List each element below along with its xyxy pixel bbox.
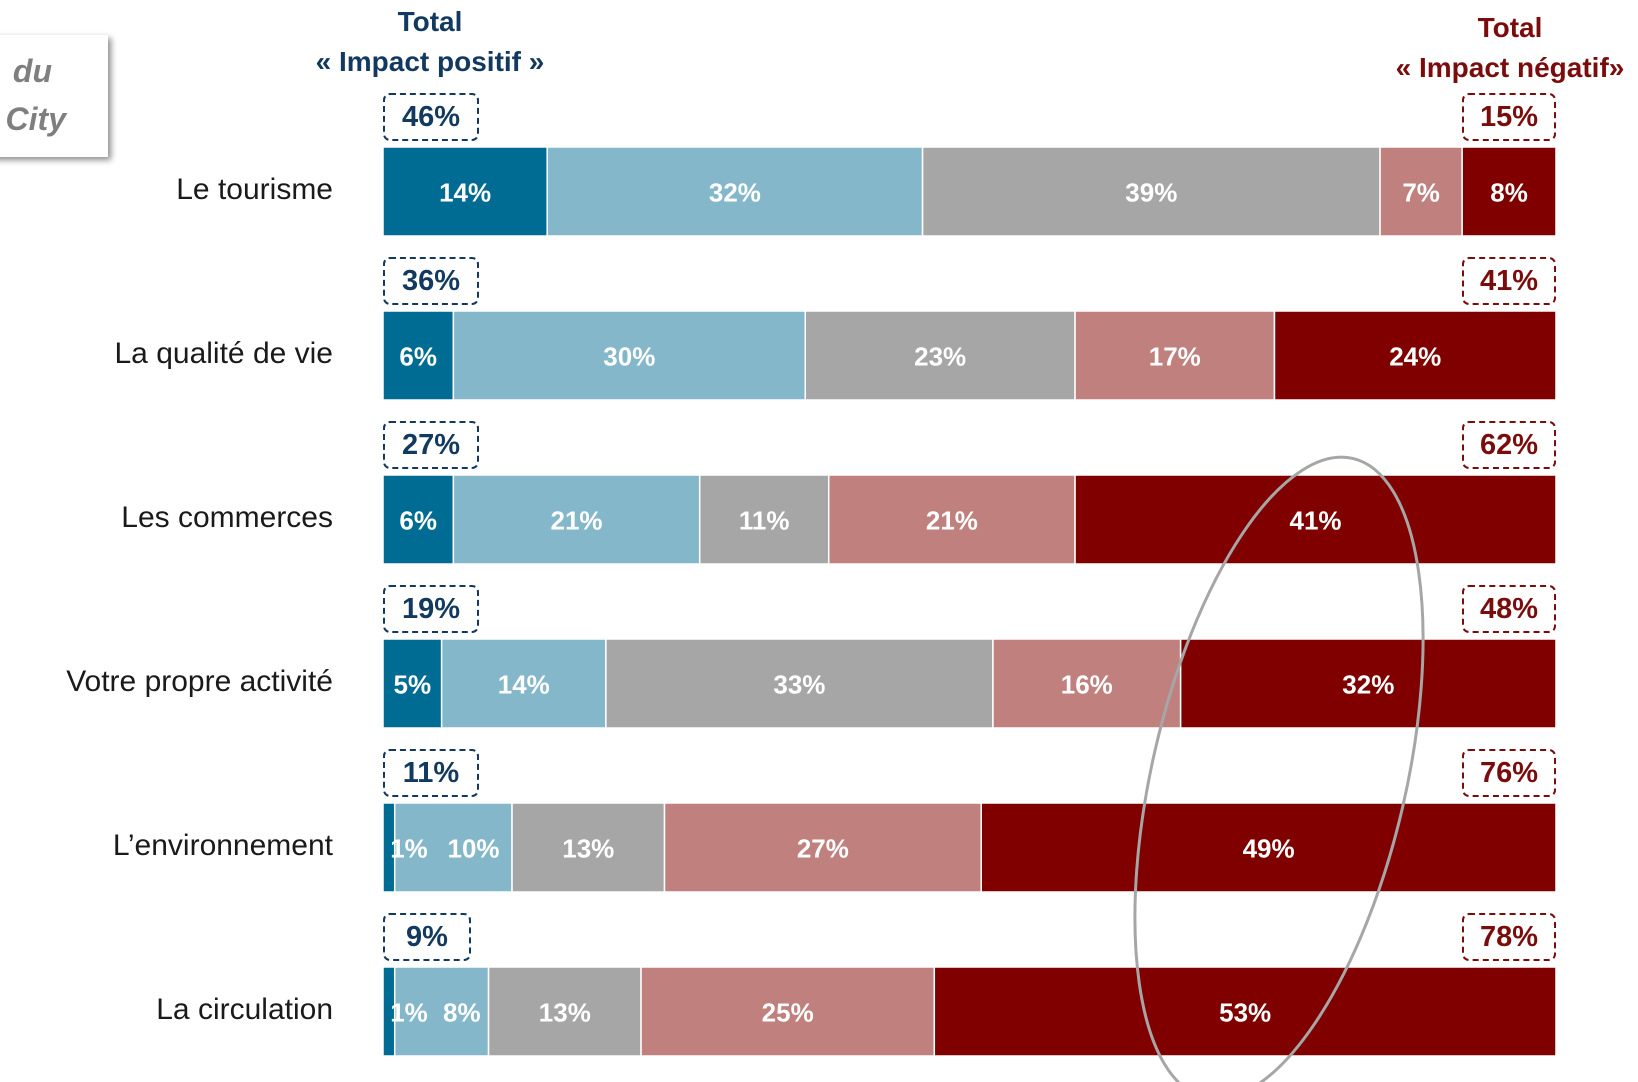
segment-value-label: 8%: [443, 998, 481, 1028]
category-label: La qualité de vie: [114, 337, 334, 370]
total-negative-box: 48%: [1462, 585, 1556, 633]
bar-segment: [804, 310, 1076, 401]
bar-segment: [393, 966, 490, 1057]
segment-value-label: 8%: [1490, 178, 1528, 208]
bar-segment: [1461, 146, 1557, 237]
bar-segment: [1179, 638, 1557, 729]
segment-value-label: 53%: [1219, 998, 1271, 1028]
category-label: Les commerces: [121, 501, 333, 534]
positive-header-line2: « Impact positif »: [315, 46, 545, 77]
segment-value-label: 10%: [447, 834, 499, 864]
total-positive-box: 36%: [383, 257, 479, 305]
segment-value-label: 27%: [797, 834, 849, 864]
segment-value-label: 6%: [399, 506, 437, 536]
segment-value-label: 41%: [1290, 506, 1342, 536]
segment-value-label: 13%: [562, 834, 614, 864]
segment-value-label: 14%: [498, 670, 550, 700]
bar-segment: [393, 802, 513, 893]
total-negative-box: 76%: [1462, 749, 1556, 797]
bar-segment: [663, 802, 982, 893]
segment-value-label: 32%: [709, 178, 761, 208]
callout-line1: du: [12, 53, 52, 89]
segment-value-label: 1%: [390, 998, 428, 1028]
bar-segment: [992, 638, 1182, 729]
positive-total-header: Total « Impact positif »: [295, 2, 565, 82]
segment-value-label: 39%: [1125, 178, 1177, 208]
segment-value-label: 1%: [390, 834, 428, 864]
segment-value-label: 16%: [1061, 670, 1113, 700]
segment-value-label: 5%: [394, 670, 432, 700]
bar-segment: [382, 638, 443, 729]
positive-header-line1: Total: [397, 6, 463, 37]
total-positive-box: 46%: [383, 93, 479, 141]
bar-segment: [921, 146, 1381, 237]
highlight-ellipse: [1133, 455, 1425, 1082]
total-negative-box: 15%: [1462, 93, 1556, 141]
segment-value-label: 24%: [1389, 342, 1441, 372]
bar-segment: [698, 474, 830, 565]
segment-value-label: 33%: [773, 670, 825, 700]
negative-total-header: Total « Impact négatif»: [1370, 8, 1638, 88]
segment-value-label: 14%: [439, 178, 491, 208]
segment-value-label: 23%: [914, 342, 966, 372]
bar-segment: [605, 638, 994, 729]
callout-line2: City: [5, 101, 66, 137]
total-positive-box: 19%: [383, 585, 479, 633]
segment-value-label: 6%: [399, 342, 437, 372]
bar-segment: [1273, 310, 1557, 401]
segment-value-label: 32%: [1342, 670, 1394, 700]
bar-segment: [382, 310, 455, 401]
bar-segment: [382, 474, 455, 565]
negative-header-line2: « Impact négatif»: [1395, 52, 1625, 83]
bar-segment: [452, 474, 701, 565]
total-negative-box: 41%: [1462, 257, 1556, 305]
bar-segment: [440, 638, 607, 729]
segment-value-label: 21%: [551, 506, 603, 536]
total-positive-box: 11%: [383, 749, 479, 797]
bar-segment: [1074, 474, 1557, 565]
total-negative-box: 62%: [1462, 421, 1556, 469]
total-positive-box: 9%: [383, 913, 471, 961]
bar-segment: [511, 802, 666, 893]
bar-segment: [933, 966, 1557, 1057]
segment-value-label: 30%: [603, 342, 655, 372]
segment-value-label: 17%: [1149, 342, 1201, 372]
segment-value-label: 11%: [739, 506, 790, 536]
category-label: La circulation: [156, 993, 333, 1026]
negative-header-line1: Total: [1477, 12, 1543, 43]
callout-box: du City: [0, 35, 108, 157]
category-label: Le tourisme: [176, 173, 333, 206]
segment-value-label: 25%: [762, 998, 814, 1028]
bar-segment: [640, 966, 936, 1057]
segment-value-label: 13%: [539, 998, 591, 1028]
bar-segment: [827, 474, 1076, 565]
segment-value-label: 49%: [1243, 834, 1295, 864]
category-label: Votre propre activité: [66, 665, 333, 698]
bar-segment: [1379, 146, 1463, 237]
bar-segment: [1074, 310, 1276, 401]
bar-segment: [980, 802, 1557, 893]
segment-value-label: 7%: [1402, 178, 1440, 208]
segment-value-label: 21%: [926, 506, 978, 536]
total-negative-box: 78%: [1462, 913, 1556, 961]
bar-segment: [487, 966, 642, 1057]
category-label: L’environnement: [112, 829, 333, 862]
total-positive-box: 27%: [383, 421, 479, 469]
